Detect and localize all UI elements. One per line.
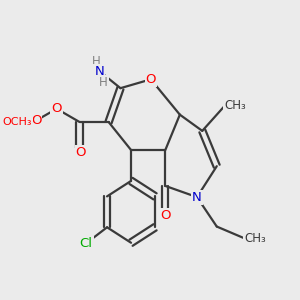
- Text: O: O: [146, 73, 156, 86]
- Text: N: N: [94, 65, 104, 79]
- Text: CH₃: CH₃: [224, 99, 246, 112]
- Text: O: O: [51, 102, 62, 115]
- Text: H: H: [92, 55, 101, 68]
- Text: O: O: [31, 114, 41, 127]
- Text: OCH₃: OCH₃: [3, 117, 32, 127]
- Text: Cl: Cl: [80, 237, 92, 250]
- Text: O: O: [51, 102, 62, 115]
- Text: O: O: [74, 149, 85, 162]
- Text: CH₃: CH₃: [244, 232, 266, 245]
- Text: H: H: [99, 76, 108, 89]
- Text: O: O: [160, 209, 171, 222]
- Text: O: O: [76, 146, 86, 159]
- Text: N: N: [192, 190, 202, 204]
